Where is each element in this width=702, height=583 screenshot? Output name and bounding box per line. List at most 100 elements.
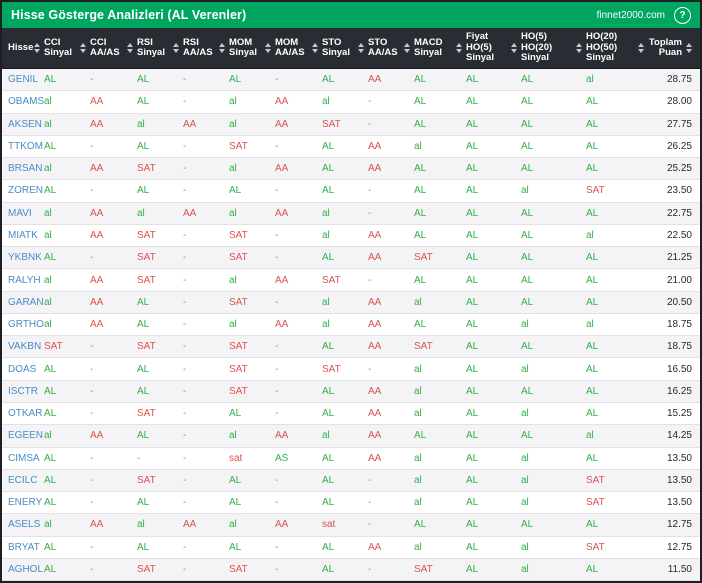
ticker-cell[interactable]: MIATK — [8, 229, 38, 241]
total-score-cell: 21.25 — [666, 252, 692, 264]
total-score-cell: 16.50 — [666, 363, 692, 375]
ticker-cell[interactable]: EGEEN — [8, 430, 44, 442]
signal-cell: AL — [521, 229, 534, 241]
signal-cell: al — [521, 563, 529, 575]
signal-cell: AL — [466, 341, 479, 353]
column-header-toplam-puan[interactable]: Toplam Puan — [648, 28, 692, 68]
column-header-macd-sinyal[interactable]: MACD Sinyal — [414, 28, 466, 68]
signal-cell: SAT — [229, 296, 248, 308]
column-header-label: MACD Sinyal — [414, 36, 443, 58]
signal-cell: AL — [414, 96, 427, 108]
total-score-cell: 13.50 — [666, 452, 692, 464]
column-header-cci-aaas[interactable]: CCI AA/AS — [90, 28, 137, 68]
signal-cell: - — [368, 118, 372, 130]
signal-cell: al — [414, 385, 422, 397]
signal-cell: - — [183, 452, 187, 464]
signal-cell: AL — [137, 319, 150, 331]
signal-cell: - — [275, 252, 279, 264]
help-icon[interactable]: ? — [674, 6, 691, 24]
total-score-cell: 18.75 — [666, 341, 692, 353]
signal-cell: - — [275, 341, 279, 353]
signal-cell: - — [275, 541, 279, 553]
signal-cell: al — [521, 541, 529, 553]
signal-cell: AL — [521, 96, 534, 108]
ticker-cell[interactable]: DOAS — [8, 363, 37, 375]
signal-cell: AL — [44, 363, 57, 375]
signal-cell: sat — [322, 519, 336, 531]
column-header-ho20-ho50[interactable]: HO(20) HO(50) Sinyal — [586, 28, 648, 68]
total-score-cell: 26.25 — [666, 140, 692, 152]
signal-cell: - — [90, 474, 94, 486]
ticker-cell[interactable]: BRYAT — [8, 541, 40, 553]
signal-cell: - — [183, 363, 187, 375]
column-header-hisse[interactable]: Hisse — [8, 28, 44, 68]
ticker-cell[interactable]: BRSAN — [8, 163, 43, 175]
signal-cell: AL — [229, 408, 242, 420]
signal-cell: SAT — [137, 229, 156, 241]
ticker-cell[interactable]: OTKAR — [8, 408, 43, 420]
signal-cell: AL — [466, 563, 479, 575]
column-header-cci-sinyal[interactable]: CCI Sinyal — [44, 28, 90, 68]
signal-cell: AA — [368, 163, 382, 175]
ticker-cell[interactable]: YKBNK — [8, 252, 42, 264]
signal-cell: - — [183, 385, 187, 397]
column-header-label: HO(20) HO(50) Sinyal — [586, 31, 618, 64]
signal-cell: SAT — [586, 474, 605, 486]
ticker-cell[interactable]: ENERY — [8, 497, 43, 509]
table-row: GRTHO al AA AL - al AA al AA AL AL al al 18.75 — [2, 313, 700, 337]
table-row: ECILC AL - SAT - AL - AL - al AL al SAT 13.50 — [2, 469, 700, 493]
ticker-cell[interactable]: ZOREN — [8, 185, 43, 197]
signal-cell: - — [368, 274, 372, 286]
ticker-cell[interactable]: TTKOM — [8, 140, 43, 152]
table-row: BRYAT AL - AL - AL - AL AA al AL al SAT 12.75 — [2, 536, 700, 559]
signal-cell: al — [229, 319, 237, 331]
signal-cell: - — [183, 563, 187, 575]
signal-cell: AL — [521, 163, 534, 175]
ticker-cell[interactable]: AKSEN — [8, 118, 42, 130]
column-header-sto-aaas[interactable]: STO AA/AS — [368, 28, 414, 68]
ticker-cell[interactable]: GARAN — [8, 296, 44, 308]
total-score-cell: 13.50 — [666, 497, 692, 509]
ticker-cell[interactable]: GRTHO — [8, 319, 44, 331]
column-header-sto-sinyal[interactable]: STO Sinyal — [322, 28, 368, 68]
ticker-cell[interactable]: MAVI — [8, 207, 32, 219]
column-header-fiyat-ho5[interactable]: Fiyat HO(5) Sinyal — [466, 28, 521, 68]
signal-cell: AL — [229, 185, 242, 197]
signal-cell: AA — [368, 74, 382, 86]
ticker-cell[interactable]: ASELS — [8, 519, 41, 531]
table-row: BRSAN al AA SAT - al AA AL AA AL AL AL AL 25.25 — [2, 158, 700, 181]
table-row: ISCTR AL - AL - SAT - AL AA al AL AL AL 16.25 — [2, 380, 700, 403]
signal-cell: AA — [368, 541, 382, 553]
signal-cell: - — [183, 229, 187, 241]
signal-cell: al — [137, 519, 145, 531]
signal-cell: AL — [466, 363, 479, 375]
signal-cell: AA — [90, 274, 104, 286]
ticker-cell[interactable]: GENIL — [8, 74, 39, 86]
signal-cell: al — [322, 430, 330, 442]
total-score-cell: 16.25 — [666, 385, 692, 397]
ticker-cell[interactable]: OBAMS — [8, 96, 44, 108]
signal-cell: - — [183, 474, 187, 486]
signal-cell: AL — [466, 185, 479, 197]
signal-cell: AA — [275, 519, 289, 531]
signal-cell: AL — [414, 519, 427, 531]
column-header-ho5-ho20[interactable]: HO(5) HO(20) Sinyal — [521, 28, 586, 68]
table-row: ENERY AL - AL - AL - AL - al AL al SAT 13.50 — [2, 492, 700, 515]
ticker-cell[interactable]: AGHOL — [8, 563, 44, 575]
ticker-cell[interactable]: RALYH — [8, 274, 41, 286]
column-header-mom-sinyal[interactable]: MOM Sinyal — [229, 28, 275, 68]
ticker-cell[interactable]: ECILC — [8, 474, 38, 486]
signal-cell: al — [586, 229, 594, 241]
total-score-cell: 28.75 — [666, 74, 692, 86]
column-header-mom-aaas[interactable]: MOM AA/AS — [275, 28, 322, 68]
signal-cell: AL — [414, 274, 427, 286]
total-score-cell: 13.50 — [666, 474, 692, 486]
ticker-cell[interactable]: ISCTR — [8, 385, 38, 397]
signal-cell: SAT — [414, 563, 433, 575]
column-header-rsi-sinyal[interactable]: RSI Sinyal — [137, 28, 183, 68]
signal-cell: - — [368, 363, 372, 375]
column-header-rsi-aaas[interactable]: RSI AA/AS — [183, 28, 229, 68]
ticker-cell[interactable]: VAKBN — [8, 341, 42, 353]
ticker-cell[interactable]: CIMSA — [8, 452, 40, 464]
signal-cell: AL — [586, 274, 599, 286]
